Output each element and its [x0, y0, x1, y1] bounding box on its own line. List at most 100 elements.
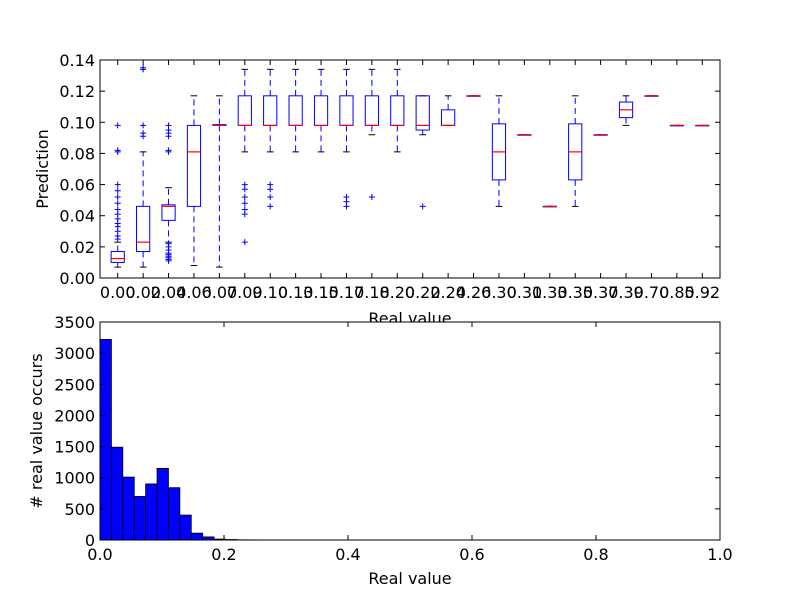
- box-flier: [165, 122, 172, 129]
- box-0.39: [618, 95, 634, 126]
- histogram-x-axis-label: Real value: [368, 569, 451, 588]
- histogram-y-axis-label: # real value occurs: [27, 353, 46, 508]
- box-0.70: [644, 95, 659, 97]
- boxplot-x-tick-label: 0.37: [583, 283, 619, 302]
- histogram-x-tick-label: 0.0: [87, 545, 112, 564]
- box-iqr: [186, 124, 202, 207]
- boxplot-y-tick-label: 0.10: [59, 113, 95, 132]
- boxplot-y-tick-label: 0.04: [59, 207, 95, 226]
- box-flier: [114, 194, 121, 201]
- box-0.18: [364, 68, 379, 201]
- histogram-bar: [179, 514, 192, 541]
- boxplot-x-tick-label: 0.18: [354, 283, 390, 302]
- histogram-y-tick-label: 500: [64, 500, 95, 519]
- box-0.30: [491, 95, 507, 207]
- box-flier: [165, 240, 172, 247]
- histogram-bar: [156, 467, 169, 541]
- boxplot-x-tick-label: 0.33: [532, 283, 568, 302]
- box-flier: [267, 181, 274, 188]
- histogram-plot-area-border: [99, 321, 721, 541]
- box-0.10: [263, 68, 278, 210]
- box-0.15: [313, 68, 329, 153]
- boxplot-x-tick-label: 0.22: [405, 283, 441, 302]
- histogram-bar: [99, 339, 112, 541]
- box-flier: [114, 200, 121, 207]
- box-flier: [241, 194, 248, 201]
- box-flier: [241, 200, 248, 207]
- histogram-bar: [122, 476, 135, 541]
- box-flier: [343, 194, 350, 201]
- histogram-x-tick-label: 0.6: [459, 545, 484, 564]
- boxplot-chart: 0.000.020.040.060.080.100.120.14 0.000.0…: [33, 51, 721, 328]
- histogram-bar: [190, 532, 204, 541]
- histogram-x-tick-label: 0.4: [335, 545, 360, 564]
- box-0.04: [161, 122, 176, 264]
- boxplot-x-tick-label: 0.06: [176, 283, 212, 302]
- histogram-x-tick-label: 0.2: [211, 545, 236, 564]
- histogram-y-tick-label: 3000: [54, 344, 95, 363]
- histogram-y-tick-label: 2500: [54, 375, 95, 394]
- box-0.31: [517, 134, 532, 136]
- boxplot-x-tick-label: 0.04: [151, 283, 187, 302]
- box-0.37: [593, 134, 608, 136]
- box-flier: [241, 181, 248, 188]
- box-0.09: [237, 68, 252, 246]
- boxplot-x-tick-label: 0.70: [634, 283, 670, 302]
- histogram-x-tick-label: 0.8: [583, 545, 608, 564]
- boxplot-x-tick-label: 0.92: [684, 283, 720, 302]
- box-flier: [140, 130, 147, 137]
- box-flier: [267, 203, 274, 210]
- histogram-y-tick-label: 3500: [54, 313, 95, 332]
- boxplot-x-tick-label: 0.26: [456, 283, 492, 302]
- boxplot-x-ticks: 0.000.020.040.060.070.090.100.130.150.17…: [100, 60, 720, 302]
- box-flier: [114, 147, 121, 154]
- boxplot-x-tick-label: 0.30: [481, 283, 517, 302]
- boxplot-plot-area-border: [99, 59, 721, 279]
- box-0.00: [110, 122, 125, 268]
- box-0.35: [568, 95, 583, 207]
- histogram-bar: [111, 446, 124, 541]
- boxplot-x-tick-label: 0.85: [659, 283, 695, 302]
- box-flier: [419, 203, 426, 210]
- box-flier: [368, 194, 375, 201]
- box-flier: [165, 147, 172, 154]
- box-0.07: [212, 95, 227, 268]
- box-flier: [140, 122, 147, 129]
- box-0.26: [466, 95, 481, 97]
- box-0.02: [136, 64, 151, 268]
- box-flier: [140, 64, 147, 71]
- histogram-y-tick-label: 1000: [54, 469, 95, 488]
- boxplot-x-tick-label: 0.09: [227, 283, 263, 302]
- boxplot-x-tick-label: 0.13: [278, 283, 314, 302]
- box-flier: [241, 239, 248, 246]
- box-flier: [114, 187, 121, 194]
- boxplot-x-tick-label: 0.17: [329, 283, 365, 302]
- boxplot-x-tick-label: 0.15: [303, 283, 339, 302]
- box-iqr: [161, 204, 176, 221]
- box-0.06: [186, 95, 202, 267]
- boxplot-y-tick-label: 0.00: [59, 269, 95, 288]
- box-flier: [241, 206, 248, 213]
- boxplot-x-tick-label: 0.10: [252, 283, 288, 302]
- box-flier: [114, 122, 121, 129]
- boxplot-y-tick-label: 0.08: [59, 144, 95, 163]
- box-iqr: [110, 251, 125, 263]
- histogram-x-ticks: 0.0 0.2 0.4 0.6 0.8 1.0: [87, 322, 733, 564]
- box-0.22: [415, 95, 430, 210]
- histogram-y-tick-label: 1500: [54, 438, 95, 457]
- box-0.17: [339, 68, 354, 210]
- box-flier: [114, 181, 121, 188]
- histogram-bar: [133, 495, 147, 541]
- boxplot-y-ticks: 0.00 0.02 0.04 0.06 0.08 0.10 0.12 0.14: [59, 51, 720, 288]
- boxplot-x-tick-label: 0.00: [100, 283, 136, 302]
- boxplot-y-tick-label: 0.14: [59, 51, 95, 70]
- box-iqr: [415, 95, 430, 131]
- boxplot-y-tick-label: 0.06: [59, 176, 95, 195]
- boxplot-marks: [110, 64, 710, 268]
- boxplot-x-tick-label: 0.07: [202, 283, 238, 302]
- histogram-x-tick-label: 1.0: [707, 545, 732, 564]
- histogram-marks: [99, 339, 386, 541]
- box-0.20: [390, 68, 405, 153]
- box-flier: [267, 194, 274, 201]
